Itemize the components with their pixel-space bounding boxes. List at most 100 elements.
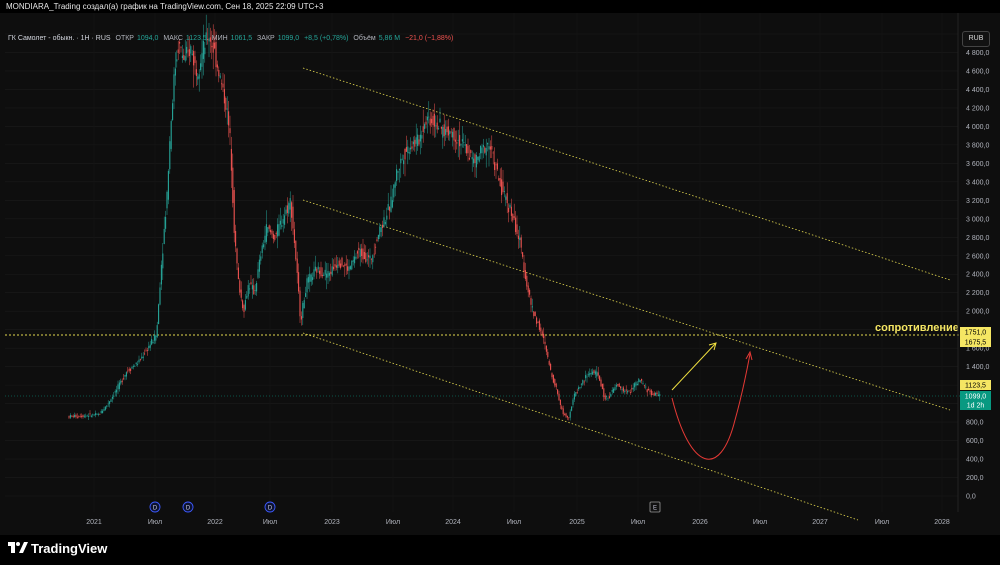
candle-body xyxy=(432,115,434,126)
candle-body xyxy=(106,405,108,407)
candle-body xyxy=(387,204,389,210)
candle-body xyxy=(95,413,97,416)
channel-line[interactable] xyxy=(302,332,859,521)
candle-body xyxy=(496,163,498,170)
candle-body xyxy=(379,226,381,237)
volume-change: −21,0 (−1,88%) xyxy=(405,35,454,42)
candle-body xyxy=(480,145,482,154)
candle-body xyxy=(585,375,587,379)
projection-down-curve[interactable] xyxy=(671,353,751,460)
candle-body xyxy=(583,381,585,383)
candle-body xyxy=(543,333,545,339)
dividend-event-marker[interactable]: D xyxy=(264,501,276,513)
candle-body xyxy=(450,131,452,133)
candle-body xyxy=(279,220,281,225)
time-tick-label: 2024 xyxy=(445,519,461,526)
candle-body xyxy=(69,415,71,418)
symbol-name[interactable]: ГК Самолет - обыкн. · 1Н · RUS xyxy=(8,35,111,42)
candle-body xyxy=(327,270,329,278)
candle-body xyxy=(244,300,246,310)
candle-body xyxy=(615,384,617,387)
price-tick-label: 200,0 xyxy=(966,475,984,482)
close-value: 1099,0 xyxy=(277,35,300,42)
candle-body xyxy=(305,293,307,297)
candle-body xyxy=(348,266,350,271)
candle-body xyxy=(627,391,629,393)
candle-body xyxy=(288,203,290,214)
candle-body xyxy=(208,38,210,42)
candle-body xyxy=(515,217,517,232)
dividend-event-marker[interactable]: D xyxy=(149,501,161,513)
currency-button[interactable]: RUB xyxy=(962,31,990,47)
open-label: ОТКР xyxy=(115,35,134,42)
candle-body xyxy=(215,41,217,68)
candle-body xyxy=(565,413,567,417)
candle-body xyxy=(523,262,525,272)
price-chart[interactable]: сопротивление 5 000,04 800,04 600,04 400… xyxy=(0,13,1000,535)
projection-up-arrow[interactable] xyxy=(671,342,717,391)
candle-body xyxy=(324,269,326,275)
candle-body xyxy=(484,147,486,153)
candle-body xyxy=(554,379,556,386)
candle-body xyxy=(467,145,469,154)
candle-body xyxy=(284,215,286,225)
candle-body xyxy=(621,389,623,390)
candle-body xyxy=(415,137,417,144)
candle-body xyxy=(564,414,566,415)
candle-body xyxy=(519,237,521,241)
candle-body xyxy=(253,285,255,295)
candle-body xyxy=(286,205,288,213)
candle-body xyxy=(212,42,214,53)
candle-body xyxy=(344,264,346,266)
candle-body xyxy=(513,216,515,218)
candle-body xyxy=(566,415,568,418)
candle-body xyxy=(293,229,295,244)
candle-body xyxy=(198,74,200,79)
candle-body xyxy=(544,341,546,344)
candle-body xyxy=(571,406,573,411)
candle-body xyxy=(68,416,70,418)
candle-body xyxy=(292,206,294,229)
channel-line[interactable] xyxy=(302,199,951,411)
candle-body xyxy=(559,399,561,405)
chart-area[interactable]: сопротивление 5 000,04 800,04 600,04 400… xyxy=(0,13,1000,535)
candle-body xyxy=(520,237,522,248)
candle-body xyxy=(372,255,374,263)
candle-body xyxy=(536,317,538,324)
candle-body xyxy=(152,341,154,344)
candle-body xyxy=(512,213,514,221)
candle-body xyxy=(138,359,140,363)
candle-body xyxy=(368,255,370,258)
dividend-event-marker[interactable]: D xyxy=(182,501,194,513)
earnings-event-marker[interactable]: E xyxy=(649,501,661,513)
candle-body xyxy=(463,142,465,143)
candle-body xyxy=(631,388,633,390)
candle-body xyxy=(100,410,102,414)
time-tick-label: 2027 xyxy=(812,519,828,526)
candle-body xyxy=(431,118,433,124)
candle-body xyxy=(495,164,497,166)
price-marker: 1675,5 xyxy=(960,337,991,347)
channel-line[interactable] xyxy=(302,67,951,281)
price-tick-label: 800,0 xyxy=(966,420,984,427)
trend-channels xyxy=(302,67,951,521)
candle-body xyxy=(256,283,258,292)
candle-body xyxy=(121,380,123,383)
price-marker: 1d 2h xyxy=(960,400,991,410)
candle-body xyxy=(302,303,304,318)
candle-body xyxy=(85,415,87,417)
low-label: МИН xyxy=(211,35,228,42)
candle-body xyxy=(625,389,627,391)
candle-body xyxy=(134,365,136,367)
candle-body xyxy=(191,53,193,56)
candle-body xyxy=(557,389,559,394)
candle-body xyxy=(657,394,659,397)
candle-body xyxy=(382,224,384,228)
candle-body xyxy=(341,257,343,266)
candle-body xyxy=(131,367,133,369)
tradingview-logo[interactable]: TradingView xyxy=(8,541,107,556)
candle-body xyxy=(239,280,241,293)
svg-text:D: D xyxy=(153,506,158,512)
candle-body xyxy=(120,380,122,384)
candle-body xyxy=(485,148,487,156)
